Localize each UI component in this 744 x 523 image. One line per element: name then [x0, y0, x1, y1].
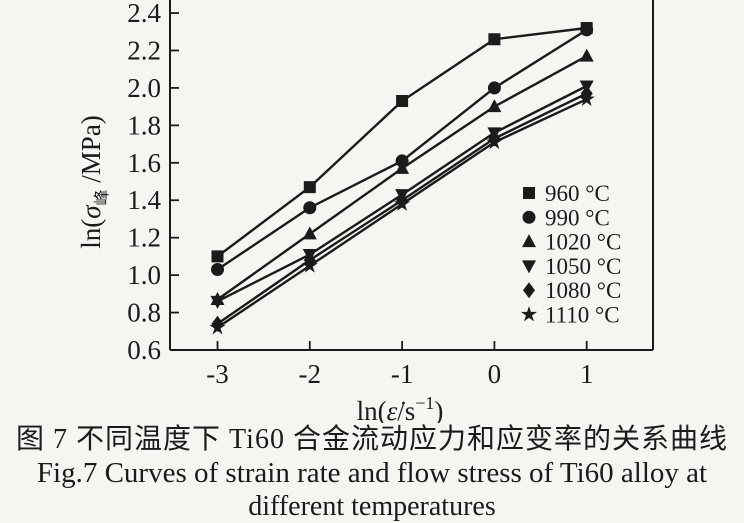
legend-label: 1050 °C: [545, 254, 621, 279]
y-axis-title: ln(σ峰 /MPa): [76, 115, 111, 249]
legend-label: 960 °C: [545, 181, 610, 206]
caption-english-line2: different temperatures: [248, 491, 496, 523]
series-990C: [211, 23, 594, 277]
legend-item-1050C: 1050 °C: [522, 254, 621, 279]
x-tick-label: -3: [206, 359, 229, 389]
line-chart: 0.6 0.8 1.0 1.2 1.4 1.6 1.8 2.0 2.2 2.4 -3 -2 -1 0 1 ln…: [76, 0, 654, 423]
y-tick-label: 1.0: [127, 260, 161, 290]
x-tick-label: 1: [580, 359, 594, 389]
x-axis-title: ln(ε̇/s−1): [357, 393, 444, 423]
y-tick-label: 2.2: [127, 35, 161, 65]
y-tick-label: 0.8: [127, 298, 161, 328]
y-tick-label: 1.8: [127, 110, 161, 140]
y-tick-label: 0.6: [127, 335, 161, 365]
legend-item-1020C: 1020 °C: [522, 230, 621, 255]
legend-item-1110C: 1110 °C: [520, 303, 620, 328]
x-axis: -3 -2 -1 0 1: [206, 341, 593, 389]
caption-english-line1: Fig.7 Curves of strain rate and flow str…: [36, 457, 708, 490]
legend-label: 990 °C: [545, 205, 610, 230]
legend-label: 1020 °C: [545, 230, 621, 255]
plot-frame: [169, 0, 654, 351]
series-1110C: [209, 90, 595, 335]
legend-item-990C: 990 °C: [522, 205, 610, 230]
y-axis: 0.6 0.8 1.0 1.2 1.4 1.6 1.8 2.0 2.2 2.4: [127, 0, 179, 365]
x-tick-label: -2: [299, 359, 322, 389]
legend-item-1080C: 1080 °C: [523, 278, 621, 303]
y-tick-label: 2.0: [127, 73, 161, 103]
y-tick-label: 1.2: [127, 223, 161, 253]
legend-item-960C: 960 °C: [523, 181, 610, 206]
legend-label: 1080 °C: [545, 278, 621, 303]
figure-caption: 图 7 不同温度下 Ti60 合金流动应力和应变率的关系曲线 Fig.7 Cur…: [0, 423, 744, 523]
y-tick-label: 1.4: [127, 185, 161, 215]
caption-chinese: 图 7 不同温度下 Ti60 合金流动应力和应变率的关系曲线: [16, 424, 728, 455]
x-tick-label: -1: [391, 359, 414, 389]
legend-label: 1110 °C: [545, 303, 620, 328]
y-tick-label: 2.4: [127, 0, 161, 28]
series-960C: [211, 22, 593, 263]
x-tick-label: 0: [488, 359, 502, 389]
y-tick-label: 1.6: [127, 148, 161, 178]
series-1020C: [210, 48, 594, 305]
